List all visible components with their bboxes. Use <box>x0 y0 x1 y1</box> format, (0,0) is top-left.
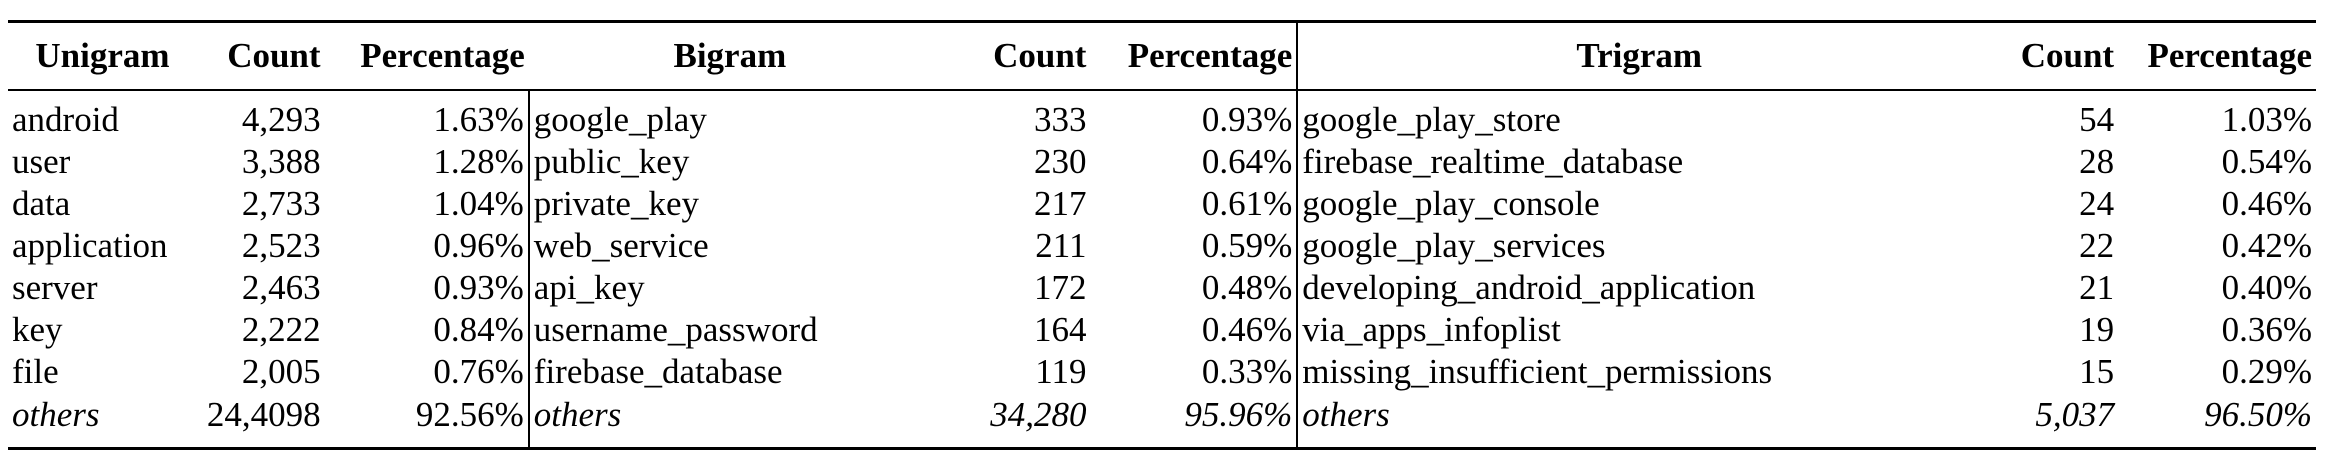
unigram-count-cell: 3,388 <box>241 142 321 181</box>
trigram-percentage-cell: 0.29% <box>2221 352 2312 391</box>
table-row: server 2,463 0.93% api_key 172 0.48% dev… <box>8 267 2316 309</box>
unigram-percentage-cell: 92.56% <box>324 393 530 449</box>
unigram-percentage-cell: 0.93% <box>324 267 530 309</box>
ngram-table-container: Unigram Count Percentage Bigram Count Pe… <box>8 20 2316 450</box>
table-row: user 3,388 1.28% public_key 230 0.64% fi… <box>8 141 2316 183</box>
header-unigram: Unigram <box>35 36 170 75</box>
trigram-cell: via_apps_infoplist <box>1302 310 1561 349</box>
header-bigram-count: Count <box>993 36 1087 75</box>
bigram-percentage-cell: 95.96% <box>1090 393 1299 449</box>
trigram-cell: developing_android_application <box>1302 268 1756 307</box>
bigram-cell: public_key <box>533 142 690 181</box>
header-trigram-percentage: Percentage <box>2147 36 2312 75</box>
unigram-percentage-cell: 1.63% <box>324 90 530 141</box>
unigram-cell: server <box>12 268 98 307</box>
bigram-cell: others <box>533 395 622 434</box>
bigram-percentage-cell: 0.64% <box>1090 141 1299 183</box>
header-unigram-percentage: Percentage <box>360 36 525 75</box>
unigram-percentage-cell: 0.84% <box>324 309 530 351</box>
bigram-cell: api_key <box>533 268 645 307</box>
unigram-count-cell: 4,293 <box>241 100 321 139</box>
bigram-count-cell: 230 <box>1033 142 1087 181</box>
trigram-cell: google_play_store <box>1302 100 1561 139</box>
bigram-cell: google_play <box>533 100 707 139</box>
unigram-cell: android <box>12 100 119 139</box>
header-trigram: Trigram <box>1576 36 1703 75</box>
bigram-count-cell: 119 <box>1035 352 1087 391</box>
trigram-count-cell: 24 <box>2079 184 2115 223</box>
header-unigram-count: Count <box>227 36 321 75</box>
trigram-percentage-cell: 0.46% <box>2221 184 2312 223</box>
table-header: Unigram Count Percentage Bigram Count Pe… <box>8 21 2316 90</box>
bigram-count-cell: 211 <box>1035 226 1087 265</box>
table-row-others: others 24,4098 92.56% others 34,280 95.9… <box>8 393 2316 449</box>
bigram-count-cell: 217 <box>1033 184 1087 223</box>
unigram-count-cell: 2,463 <box>241 268 321 307</box>
trigram-count-cell: 15 <box>2079 352 2115 391</box>
bigram-cell: private_key <box>533 184 700 223</box>
bigram-count-cell: 172 <box>1033 268 1087 307</box>
trigram-count-cell: 19 <box>2079 310 2115 349</box>
trigram-count-cell: 5,037 <box>2035 395 2115 434</box>
table-row: key 2,222 0.84% username_password 164 0.… <box>8 309 2316 351</box>
unigram-count-cell: 2,222 <box>241 310 321 349</box>
trigram-percentage-cell: 0.40% <box>2221 268 2312 307</box>
unigram-percentage-cell: 1.04% <box>324 183 530 225</box>
unigram-count-cell: 2,733 <box>241 184 321 223</box>
trigram-count-cell: 22 <box>2079 226 2115 265</box>
unigram-count-cell: 2,005 <box>241 352 321 391</box>
unigram-percentage-cell: 1.28% <box>324 141 530 183</box>
bigram-count-cell: 34,280 <box>990 395 1087 434</box>
unigram-cell: data <box>12 184 71 223</box>
unigram-cell: application <box>12 226 168 265</box>
bigram-percentage-cell: 0.93% <box>1090 90 1299 141</box>
trigram-count-cell: 28 <box>2079 142 2115 181</box>
bigram-percentage-cell: 0.46% <box>1090 309 1299 351</box>
table-body: android 4,293 1.63% google_play 333 0.93… <box>8 90 2316 449</box>
trigram-percentage-cell: 0.36% <box>2221 310 2312 349</box>
table-row: data 2,733 1.04% private_key 217 0.61% g… <box>8 183 2316 225</box>
unigram-count-cell: 24,4098 <box>206 395 321 434</box>
trigram-cell: missing_insufficient_permissions <box>1302 352 1773 391</box>
bigram-percentage-cell: 0.33% <box>1090 351 1299 393</box>
trigram-count-cell: 54 <box>2079 100 2115 139</box>
bigram-cell: firebase_database <box>533 352 783 391</box>
bigram-cell: username_password <box>533 310 818 349</box>
unigram-percentage-cell: 0.96% <box>324 225 530 267</box>
trigram-percentage-cell: 0.54% <box>2221 142 2312 181</box>
header-trigram-count: Count <box>2020 36 2115 75</box>
bigram-cell: web_service <box>533 226 709 265</box>
unigram-percentage-cell: 0.76% <box>324 351 530 393</box>
trigram-cell: firebase_realtime_database <box>1302 142 1684 181</box>
trigram-cell: others <box>1302 395 1390 434</box>
trigram-percentage-cell: 0.42% <box>2221 226 2312 265</box>
bigram-percentage-cell: 0.48% <box>1090 267 1299 309</box>
bigram-count-cell: 164 <box>1033 310 1087 349</box>
unigram-cell: others <box>12 395 100 434</box>
ngram-frequency-table: Unigram Count Percentage Bigram Count Pe… <box>8 20 2316 450</box>
trigram-percentage-cell: 1.03% <box>2221 100 2312 139</box>
unigram-cell: file <box>12 352 59 391</box>
bigram-percentage-cell: 0.61% <box>1090 183 1299 225</box>
unigram-cell: user <box>12 142 71 181</box>
bigram-count-cell: 333 <box>1033 100 1087 139</box>
trigram-cell: google_play_console <box>1302 184 1600 223</box>
unigram-count-cell: 2,523 <box>241 226 321 265</box>
table-row: android 4,293 1.63% google_play 333 0.93… <box>8 90 2316 141</box>
header-bigram-percentage: Percentage <box>1090 21 1299 90</box>
trigram-percentage-cell: 96.50% <box>2204 395 2312 434</box>
table-row: application 2,523 0.96% web_service 211 … <box>8 225 2316 267</box>
header-bigram: Bigram <box>673 36 787 75</box>
bigram-percentage-cell: 0.59% <box>1090 225 1299 267</box>
trigram-cell: google_play_services <box>1302 226 1606 265</box>
table-row: file 2,005 0.76% firebase_database 119 0… <box>8 351 2316 393</box>
header-row: Unigram Count Percentage Bigram Count Pe… <box>8 21 2316 90</box>
unigram-cell: key <box>12 310 63 349</box>
trigram-count-cell: 21 <box>2079 268 2115 307</box>
